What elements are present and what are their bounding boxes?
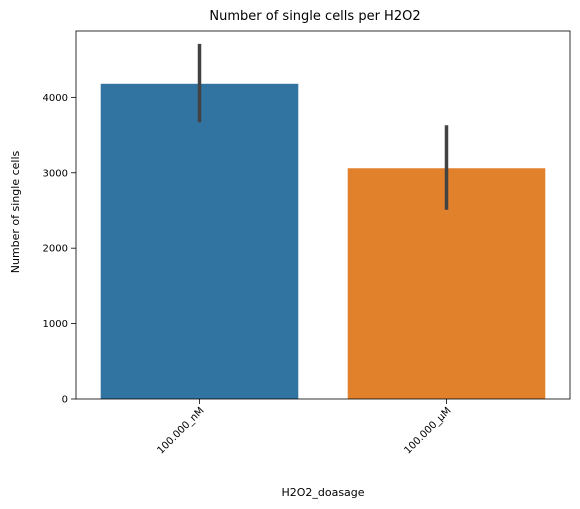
y-tick-label-3: 3000 [43,168,68,179]
bar-0 [100,83,299,399]
plot-frame [75,30,571,400]
y-tick-label-0: 0 [62,395,68,406]
chart-title: Number of single cells per H2O2 [209,9,420,24]
x-tick-label-0: 100.000_nM [155,405,206,456]
y-tick-label-4: 4000 [43,93,68,104]
x-axis-label: H2O2_doasage [281,486,364,499]
y-axis-label: Number of single cells [9,150,22,273]
y-tick-label-2: 2000 [43,244,68,255]
y-tick-label-1: 1000 [43,319,68,330]
x-tick-label-1: 100.000_µM [402,405,453,456]
plot-area: 100.000_nM 100.000_µM 0 1000 2000 3000 4000 [43,30,571,456]
